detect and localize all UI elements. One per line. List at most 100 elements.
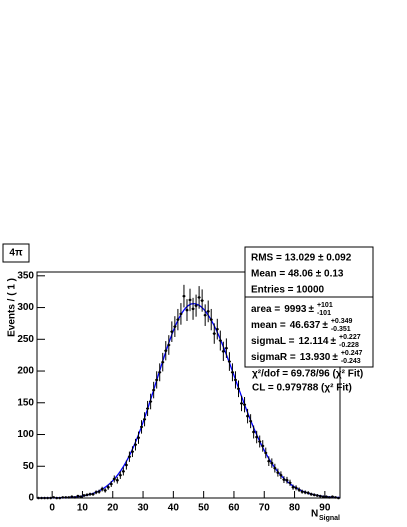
data-point [267,459,271,463]
fit-param-pm: ± [332,352,338,363]
data-point [164,349,168,353]
data-point [149,400,152,403]
x-tick-label: 70 [259,503,271,514]
data-point [79,495,83,499]
data-point [88,492,92,496]
fit-param: sigmaL = 12.114 ± [251,336,337,347]
x-tick-label: 30 [137,503,149,514]
data-point [140,425,143,429]
fit-param-label: area = [251,304,280,315]
data-point [222,350,225,353]
data-point [152,388,155,392]
fit-param-value: 13.930 [300,352,331,363]
data-point [258,440,262,443]
data-point [170,330,174,333]
fit-param-err-down: -101 [317,310,331,317]
data-point [109,482,113,486]
x-tick-label: 50 [198,503,210,514]
data-point [85,493,89,497]
data-point [70,495,74,499]
y-tick-label: 300 [17,302,34,313]
stats-entry: Entries = 10000 [251,285,325,296]
stats-box [244,246,374,298]
data-point [215,327,219,331]
data-point [291,485,295,489]
data-point [306,491,310,495]
data-point [64,496,68,499]
x-axis-title-sub: Signal [319,515,340,522]
fit-param-err-down: -0.228 [339,342,359,349]
data-point [303,490,307,494]
data-point [188,298,192,302]
fit-param-pm: ± [331,336,337,347]
data-point [322,495,325,499]
data-point [315,494,319,497]
data-point [334,496,337,499]
x-axis-title: N [311,509,318,520]
fit-param-err-up: +0.227 [339,334,361,341]
y-tick-label: 250 [17,334,34,345]
data-point [91,492,95,496]
data-point [155,378,158,382]
data-point [200,299,204,302]
data-point [212,332,216,335]
data-point [182,294,186,298]
data-point [276,471,280,474]
data-point [167,343,171,347]
data-point [106,485,110,489]
data-point [115,478,119,482]
data-point [37,496,40,500]
data-point [58,496,62,500]
data-point [55,496,58,500]
fit-param-pm: ± [322,320,328,331]
data-point [100,487,104,491]
data-point [97,490,101,493]
data-point [191,307,195,311]
data-point [252,430,255,434]
data-point [337,496,340,500]
data-point [206,310,210,313]
x-tick-label: 10 [77,503,89,514]
data-point [249,419,252,423]
data-point [282,478,286,481]
data-point [225,346,228,350]
fit-param-label: sigmaL = [251,336,295,347]
data-point [246,414,249,418]
data-point [288,481,292,485]
data-point [131,450,134,453]
fit-param-err-up: +101 [317,302,333,309]
y-tick-label: 0 [28,493,34,504]
data-point [328,496,331,499]
data-point [73,496,77,499]
y-axis-title: Events / ( 1 ) [7,278,18,337]
data-point [243,403,246,406]
fit-box [244,296,374,368]
data-point [94,490,98,494]
data-point [255,435,258,439]
fit-param-value: 9993 [284,304,307,315]
data-point [176,318,180,321]
data-point [128,455,131,459]
fit-param: area = 9993 ± [251,304,314,315]
title-box [2,243,30,263]
data-point [185,308,189,312]
y-tick-label: 150 [17,397,34,408]
data-point [240,402,243,405]
data-point [52,496,55,499]
data-point [61,496,65,499]
stats-entry: Mean = 48.06 ± 0.13 [251,269,344,280]
fit-param-value: 12.114 [298,336,328,347]
data-point [237,387,240,391]
data-point [134,443,137,446]
data-point [122,470,125,473]
data-point [158,371,162,374]
data-point [103,489,107,492]
data-point [119,473,122,477]
data-point [270,461,274,465]
data-point [125,463,128,467]
data-point [294,486,298,490]
data-point [49,496,52,500]
data-point [40,496,43,500]
data-point [264,451,268,455]
